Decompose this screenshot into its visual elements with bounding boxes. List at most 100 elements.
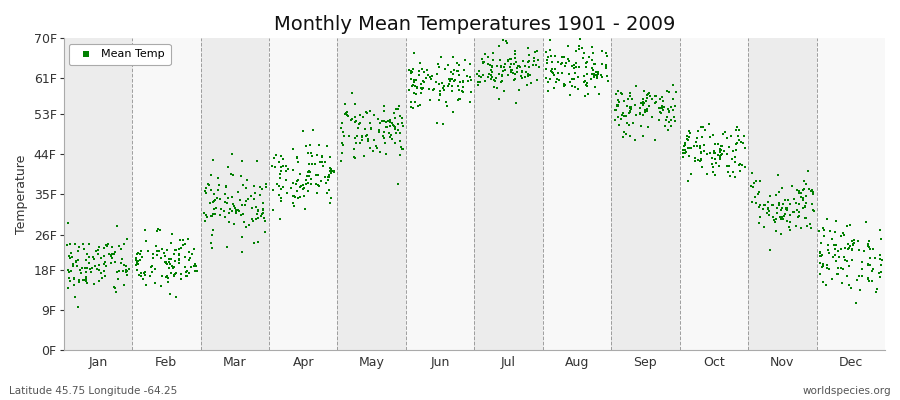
Point [691, 128, 706, 134]
Point [68, 241, 83, 248]
Point [248, 196, 262, 203]
Point [544, 68, 558, 74]
Bar [338, 38, 406, 350]
Point [579, 81, 593, 88]
Point [828, 252, 842, 258]
Point [410, 84, 424, 91]
Point [768, 218, 782, 225]
Point [483, 76, 498, 82]
Point [61, 220, 76, 226]
Point [410, 103, 425, 109]
Point [119, 269, 133, 276]
Point [714, 151, 728, 158]
Point [164, 256, 178, 262]
Point [323, 166, 338, 172]
Point [623, 109, 637, 116]
Point [819, 282, 833, 288]
Point [551, 58, 565, 65]
Point [71, 257, 86, 264]
Point [84, 268, 98, 275]
Point [841, 245, 855, 252]
Point [229, 206, 243, 213]
Point [668, 103, 682, 109]
Point [113, 246, 128, 252]
Point [139, 227, 153, 234]
Point [164, 240, 178, 246]
Point [567, 76, 581, 82]
Point [392, 103, 407, 110]
Point [820, 262, 834, 268]
Point [789, 222, 804, 229]
Point [753, 201, 768, 208]
Point [790, 187, 805, 194]
Point [153, 227, 167, 233]
Point [85, 264, 99, 271]
Point [552, 70, 566, 76]
Point [541, 88, 555, 94]
Text: worldspecies.org: worldspecies.org [803, 386, 891, 396]
Point [63, 278, 77, 284]
Point [304, 180, 319, 187]
Point [503, 64, 517, 70]
Point [226, 172, 240, 178]
Point [279, 177, 293, 184]
Point [274, 216, 288, 222]
Point [109, 289, 123, 295]
Point [548, 52, 562, 59]
Point [166, 265, 181, 271]
Point [130, 255, 144, 261]
Point [145, 263, 159, 269]
Point [64, 268, 78, 274]
Point [829, 258, 843, 264]
Point [336, 120, 350, 127]
Point [174, 276, 188, 282]
Point [353, 120, 367, 126]
Point [121, 268, 135, 275]
Point [272, 192, 286, 198]
Point [407, 79, 421, 85]
Point [736, 133, 751, 139]
Point [68, 294, 82, 300]
Point [359, 109, 374, 116]
Point [619, 103, 634, 110]
Point [507, 76, 521, 83]
Point [861, 261, 876, 268]
Point [814, 260, 828, 266]
Point [492, 96, 507, 102]
Point [558, 63, 572, 70]
Point [302, 168, 316, 174]
Point [353, 140, 367, 146]
Point [92, 261, 106, 268]
Point [452, 72, 466, 79]
Point [774, 207, 788, 213]
Point [59, 242, 74, 249]
Point [713, 146, 727, 153]
Point [274, 186, 288, 192]
Point [508, 71, 523, 78]
Point [866, 266, 880, 272]
Point [461, 77, 475, 84]
Point [130, 259, 144, 265]
Point [733, 168, 747, 174]
Point [463, 74, 477, 80]
Point [233, 196, 248, 203]
Point [588, 84, 602, 90]
Point [765, 202, 779, 209]
Point [97, 252, 112, 259]
Point [814, 253, 828, 260]
Point [836, 232, 850, 238]
Point [395, 115, 410, 122]
Point [730, 140, 744, 147]
Point [652, 96, 667, 103]
Point [515, 69, 529, 75]
Point [112, 268, 126, 274]
Point [290, 154, 304, 161]
Point [797, 203, 812, 210]
Point [395, 120, 410, 126]
Point [687, 143, 701, 150]
Point [202, 182, 216, 188]
Point [280, 190, 294, 196]
Point [379, 151, 393, 158]
Point [778, 212, 792, 219]
Point [449, 68, 464, 74]
